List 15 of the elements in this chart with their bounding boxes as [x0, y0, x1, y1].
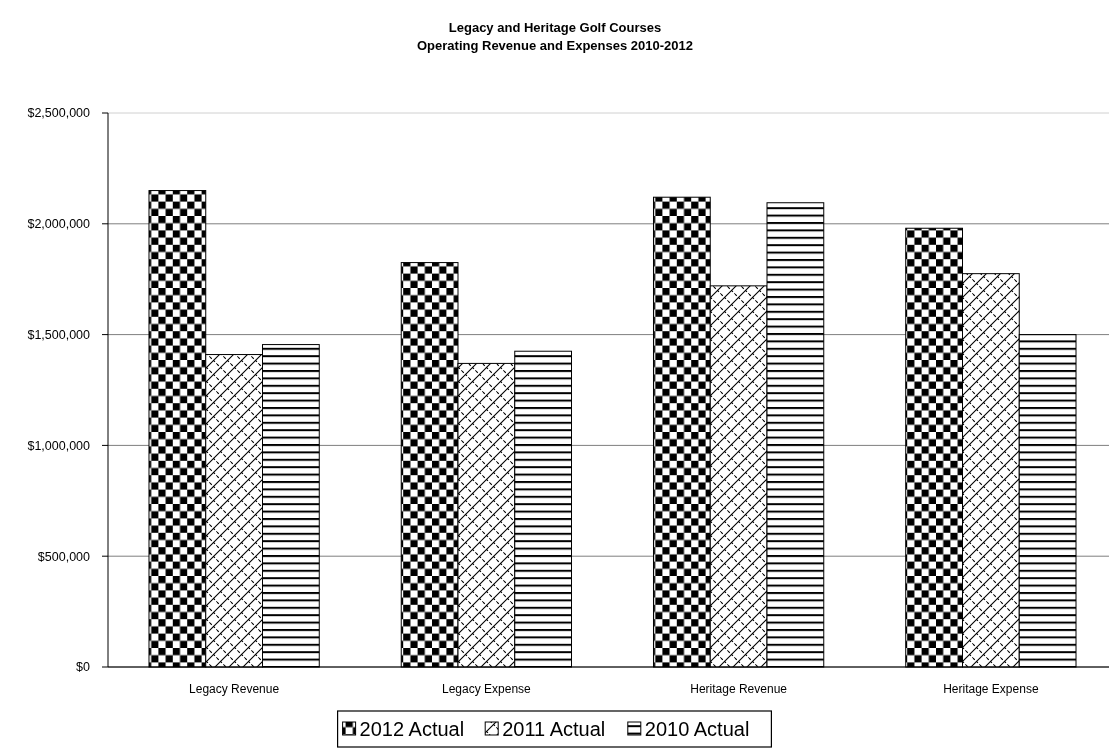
chart-subtitle: Operating Revenue and Expenses 2010-2012: [416, 38, 694, 53]
x-tick-label: Heritage Revenue: [690, 682, 788, 696]
y-tick-label: $1,500,000: [27, 327, 91, 342]
y-tick-label: $2,500,000: [27, 106, 91, 121]
legend-label: 2010 Actual: [644, 718, 750, 740]
legend-label: 2012 Actual: [359, 718, 465, 740]
y-tick-label: $2,000,000: [27, 217, 91, 232]
chart-title: Legacy and Heritage Golf Courses: [448, 20, 662, 35]
legend-label: 2011 Actual: [502, 718, 606, 740]
x-tick-label: Heritage Expense: [943, 682, 1039, 696]
x-tick-label: Legacy Revenue: [189, 682, 280, 696]
x-tick-label: Legacy Expense: [442, 682, 532, 696]
y-tick-label: $500,000: [37, 549, 91, 564]
y-tick-label: $1,000,000: [27, 438, 91, 453]
y-tick-label: $0: [76, 660, 91, 675]
